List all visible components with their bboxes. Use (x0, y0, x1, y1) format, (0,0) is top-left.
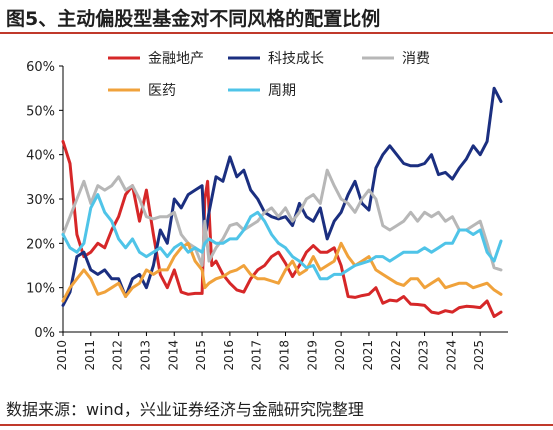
series-line-3 (61, 241, 503, 303)
x-tick-label: 2024 (444, 340, 458, 371)
title-divider (0, 32, 553, 34)
x-tick-label: 2021 (361, 340, 375, 371)
series-line-0 (61, 139, 503, 318)
legend-label-4: 周期 (268, 83, 296, 99)
x-tick-label: 2010 (55, 340, 69, 371)
x-tick-label: 2016 (222, 340, 236, 371)
x-tick-label: 2023 (417, 340, 431, 371)
x-tick-label: 2011 (83, 340, 97, 371)
chart-title: 图5、主动偏股型基金对不同风格的配置比例 (6, 8, 381, 30)
y-tick-label: 20% (26, 237, 55, 252)
legend-label-3: 医药 (148, 83, 176, 99)
x-tick-label: 2025 (472, 340, 486, 371)
y-tick-label: 0% (34, 326, 55, 341)
y-tick-label: 50% (26, 104, 55, 119)
x-tick-label: 2019 (305, 340, 319, 371)
legend-label-1: 科技成长 (268, 51, 324, 67)
x-tick-label: 2012 (111, 340, 125, 371)
source-note: 数据来源：wind，兴业证券经济与金融研究院整理 (6, 400, 364, 419)
y-tick-label: 40% (26, 149, 55, 164)
legend-label-0: 金融地产 (148, 51, 204, 67)
x-tick-label: 2020 (333, 340, 347, 371)
x-tick-label: 2015 (194, 340, 208, 371)
x-tick-label: 2013 (138, 340, 152, 371)
x-tick-label: 2017 (250, 340, 264, 371)
y-tick-label: 30% (26, 193, 55, 208)
source-divider (0, 424, 553, 426)
series-line-4 (61, 193, 503, 281)
x-tick-label: 2018 (278, 340, 292, 371)
x-tick-label: 2022 (389, 340, 403, 371)
series-line-1 (61, 86, 503, 307)
y-tick-label: 10% (26, 282, 55, 297)
y-tick-label: 60% (26, 60, 55, 75)
line-chart: 0% 10% 20% 30% 40% 50% 60% 2010 2011 2012 2013 2014… (26, 51, 508, 371)
x-tick-label: 2014 (166, 340, 180, 371)
legend-label-2: 消费 (402, 51, 430, 67)
series-line-2 (61, 168, 503, 272)
